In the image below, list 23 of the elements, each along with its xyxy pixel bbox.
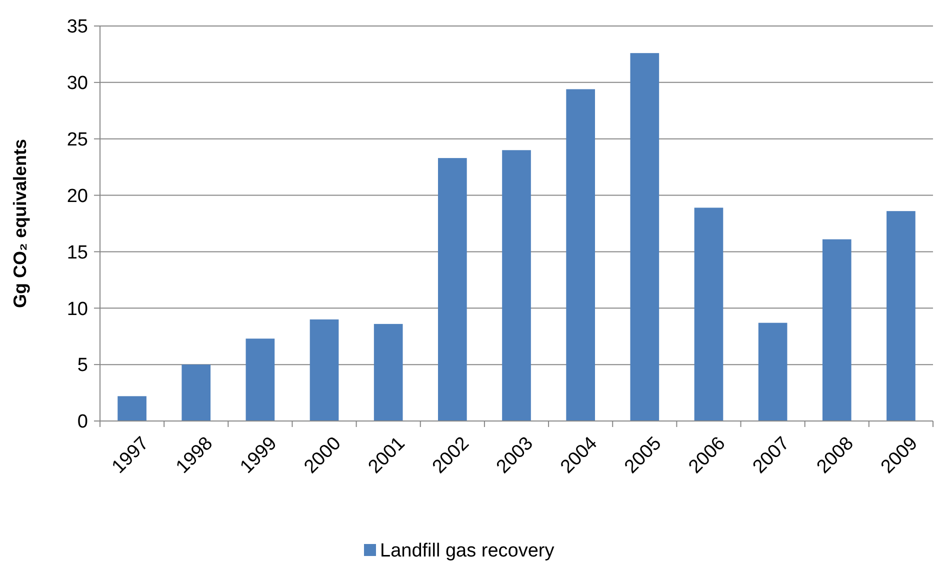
bar [758, 322, 788, 421]
y-tick-label: 25 [66, 130, 88, 151]
bar [886, 211, 916, 421]
y-tick-label: 10 [66, 298, 88, 320]
y-tick-label: 5 [77, 355, 88, 376]
bar [374, 324, 403, 421]
y-tick-label: 0 [77, 412, 88, 433]
y-tick-label: 30 [66, 73, 88, 94]
legend-label: Landfill gas recovery [380, 540, 555, 562]
bar [694, 208, 724, 421]
bar [310, 319, 339, 421]
bar [630, 53, 660, 421]
y-tick-label: 20 [66, 186, 88, 207]
y-axis-title: Gg CO₂ equivalents [10, 138, 30, 308]
y-tick-label: 35 [66, 16, 88, 38]
bar [246, 338, 275, 421]
bar [118, 396, 146, 421]
bar [566, 89, 595, 421]
bar [502, 150, 531, 421]
bar [182, 364, 211, 421]
bar [822, 239, 852, 421]
y-tick-label: 15 [66, 242, 88, 264]
bar [438, 158, 467, 421]
